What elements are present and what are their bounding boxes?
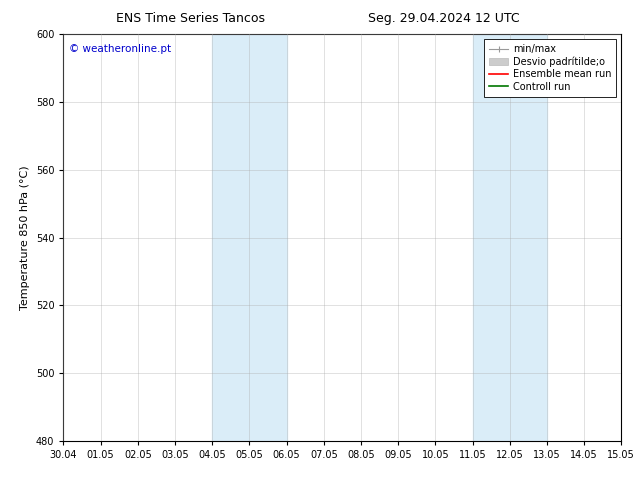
Bar (212, 34, 249, 441)
Text: Seg. 29.04.2024 12 UTC: Seg. 29.04.2024 12 UTC (368, 12, 520, 25)
Text: ENS Time Series Tancos: ENS Time Series Tancos (115, 12, 265, 25)
Y-axis label: Temperature 850 hPa (°C): Temperature 850 hPa (°C) (20, 165, 30, 310)
Text: © weatheronline.pt: © weatheronline.pt (69, 45, 171, 54)
Bar (472, 34, 510, 441)
Bar (510, 34, 547, 441)
Bar (249, 34, 287, 441)
Legend: min/max, Desvio padrítilde;o, Ensemble mean run, Controll run: min/max, Desvio padrítilde;o, Ensemble m… (484, 39, 616, 97)
